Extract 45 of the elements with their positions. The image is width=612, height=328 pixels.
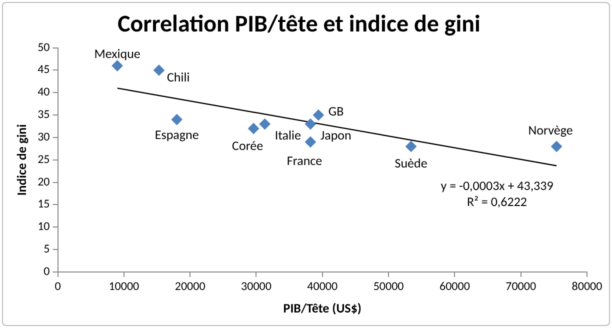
y-tick-label: 5 xyxy=(44,242,50,257)
chart-title: Correlation PIB/tête et indice de gini xyxy=(118,9,480,38)
x-tick-label: 80000 xyxy=(572,280,602,294)
x-tick-label: 0 xyxy=(54,280,61,294)
point xyxy=(304,118,316,130)
annotation: GB xyxy=(328,104,344,120)
y-axis-title: Indice de gini xyxy=(15,124,30,196)
x-tick-label: 30000 xyxy=(241,280,272,294)
annotation: Chili xyxy=(166,70,190,86)
y-tick-label: 50 xyxy=(38,40,50,55)
y-tick-label: 40 xyxy=(38,86,50,100)
x-tick-label: 20000 xyxy=(174,280,206,294)
y-tick-label: 15 xyxy=(38,198,50,212)
point xyxy=(171,114,182,126)
x-tick-label: 60000 xyxy=(439,280,470,294)
point xyxy=(248,123,260,134)
annotation: Mexique xyxy=(94,46,140,62)
annotation: Italie xyxy=(274,128,301,144)
point xyxy=(259,118,270,130)
annotation: y = -0,0003x + 43,339 xyxy=(440,179,554,194)
y-tick-label: 35 xyxy=(38,108,50,122)
x-tick-label: 10000 xyxy=(108,280,140,294)
x-axis-title: PIB/Tête (US$) xyxy=(283,301,362,316)
annotation: Suède xyxy=(394,156,428,172)
annotation: Corée xyxy=(232,138,264,154)
point xyxy=(312,110,324,121)
y-tick-label: 25 xyxy=(38,152,50,167)
x-tick-label: 40000 xyxy=(307,280,338,294)
y-tick-label: 20 xyxy=(38,175,50,190)
annotation: France xyxy=(286,154,322,170)
y-tick-label: 30 xyxy=(38,130,50,144)
point xyxy=(112,60,123,72)
y-tick-label: 45 xyxy=(38,63,50,78)
annotation: Espagne xyxy=(154,128,199,143)
x-tick-label: 70000 xyxy=(506,280,536,294)
point xyxy=(406,140,417,152)
x-tick-label: 50000 xyxy=(373,280,404,294)
point xyxy=(551,140,562,152)
annotation: Norvège xyxy=(528,124,573,139)
annotation: R² = 0,6222 xyxy=(467,195,528,210)
y-tick-label: 0 xyxy=(44,265,50,279)
point xyxy=(153,64,164,76)
point xyxy=(304,136,316,148)
y-tick-label: 10 xyxy=(38,220,50,234)
annotation: Japon xyxy=(320,128,352,144)
